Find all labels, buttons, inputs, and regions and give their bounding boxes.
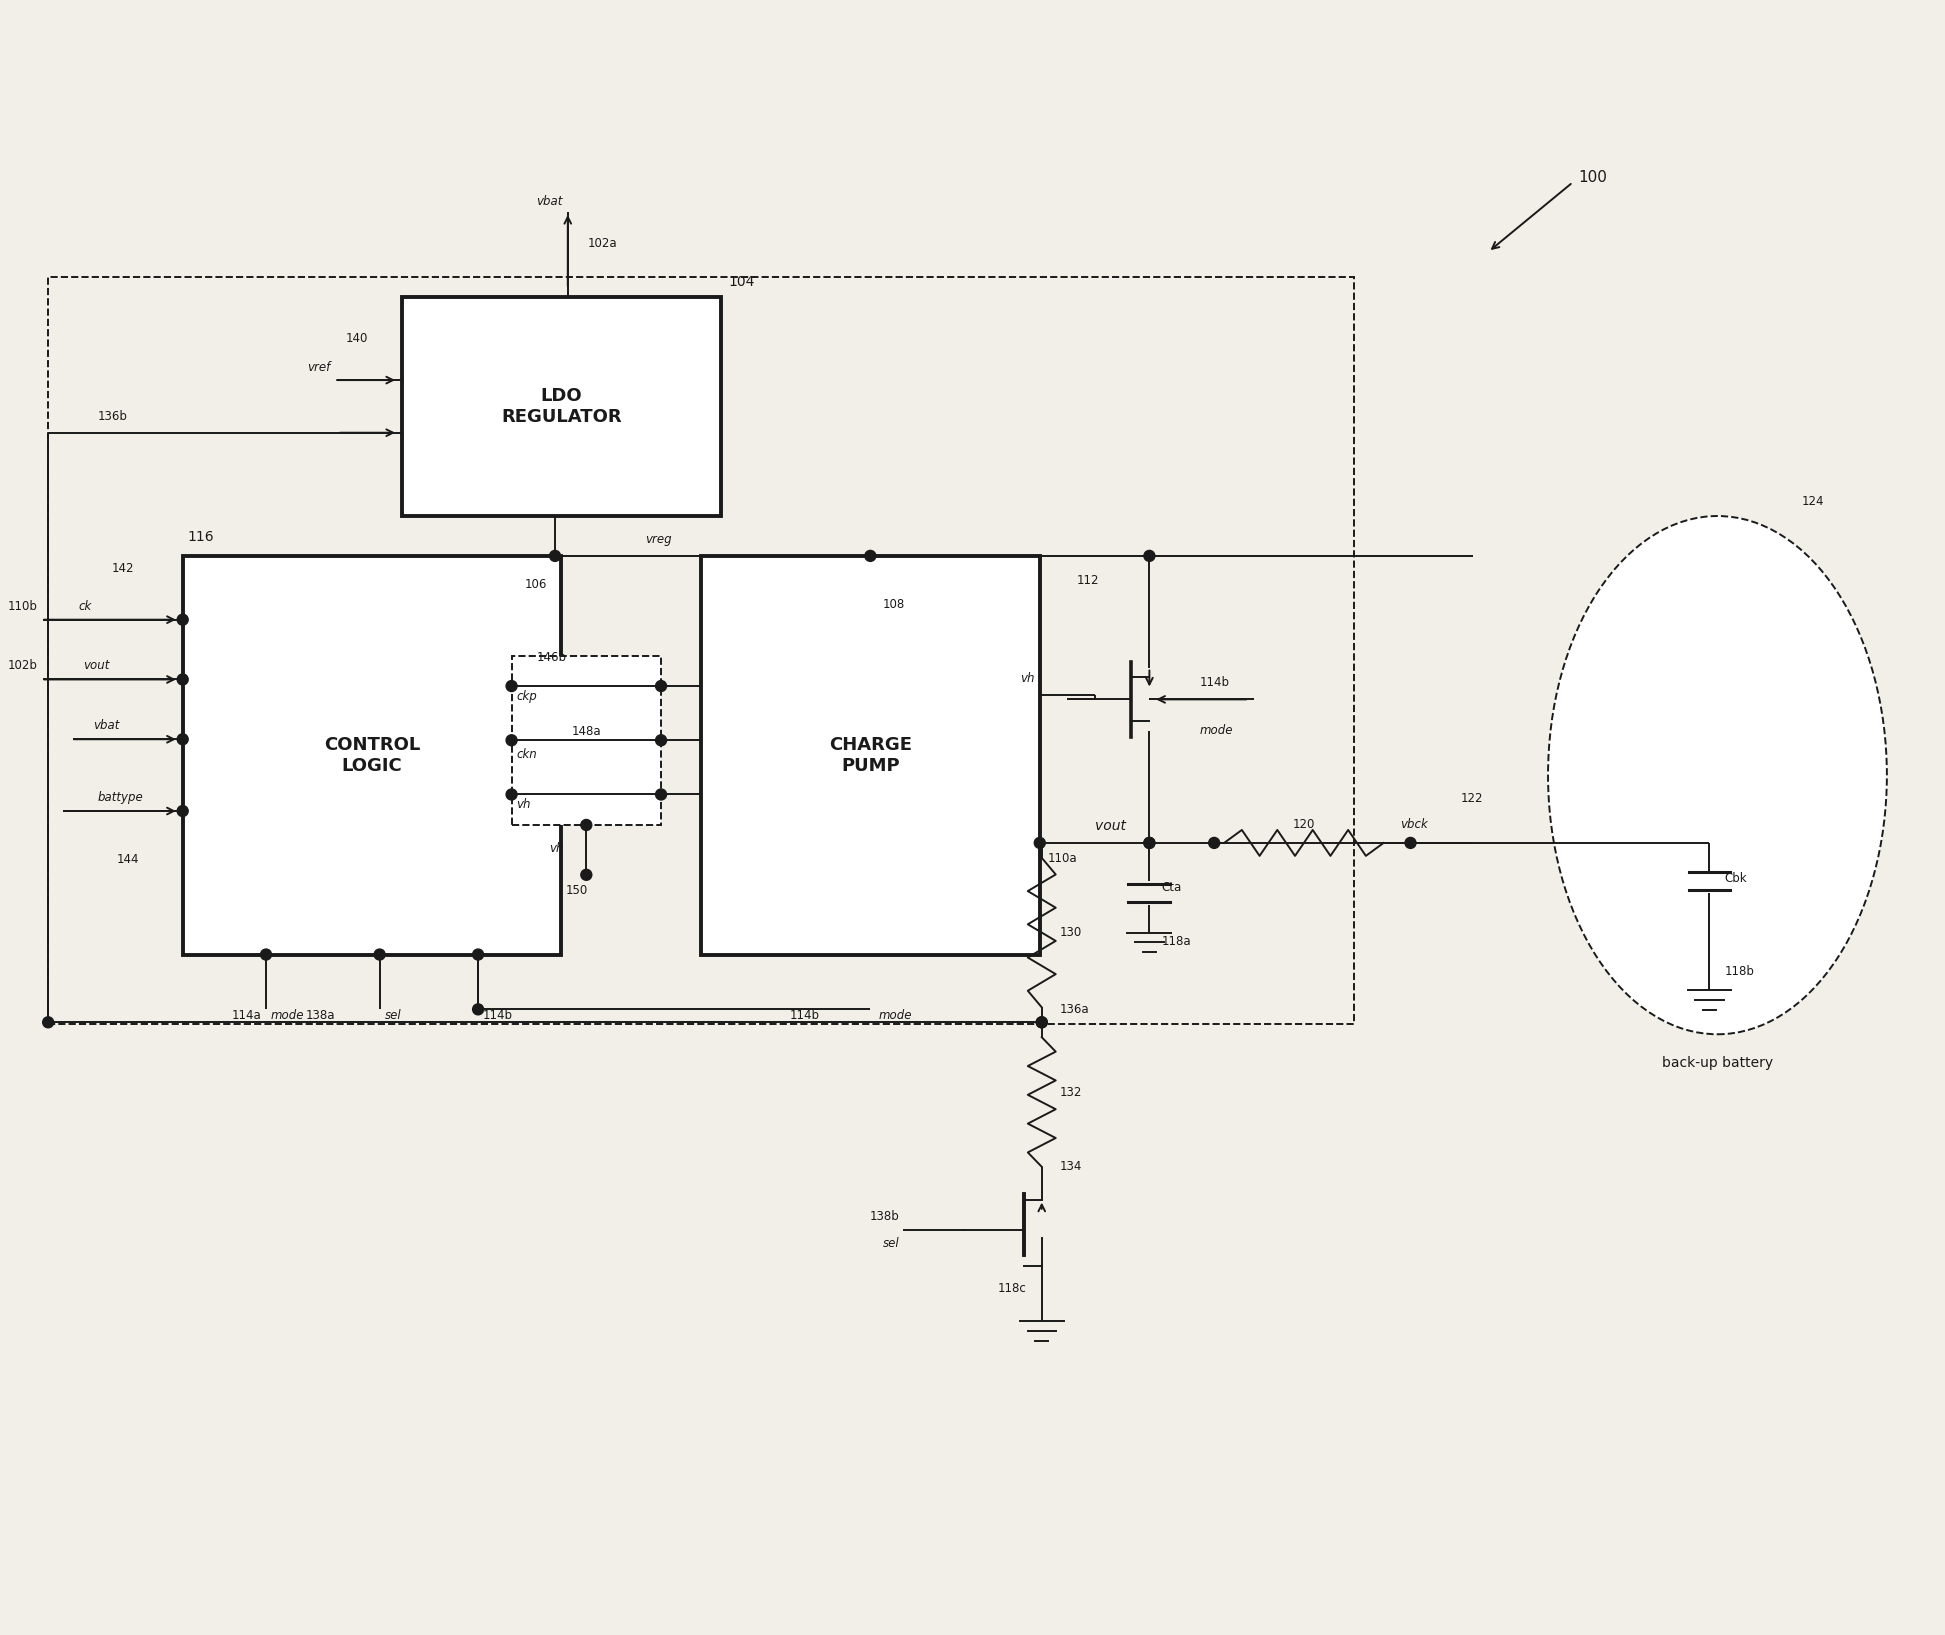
Text: 114b: 114b	[1200, 677, 1229, 690]
Text: 146b: 146b	[537, 651, 566, 664]
Circle shape	[550, 551, 560, 561]
Text: vbat: vbat	[93, 719, 119, 732]
Circle shape	[582, 819, 591, 831]
Text: 100: 100	[1577, 170, 1607, 185]
Text: 130: 130	[1060, 925, 1081, 938]
Text: 136a: 136a	[1060, 1004, 1089, 1017]
Text: sel: sel	[883, 1238, 899, 1251]
Circle shape	[655, 734, 667, 746]
Text: 148a: 148a	[572, 726, 601, 739]
Circle shape	[177, 806, 189, 816]
Text: 136b: 136b	[97, 410, 128, 423]
Text: battype: battype	[97, 791, 144, 804]
Circle shape	[177, 615, 189, 625]
Circle shape	[506, 680, 517, 692]
Text: 140: 140	[346, 332, 368, 345]
Text: CONTROL
LOGIC: CONTROL LOGIC	[325, 736, 420, 775]
Text: 102b: 102b	[8, 659, 37, 672]
Text: 114b: 114b	[790, 1009, 819, 1022]
Text: 132: 132	[1060, 1086, 1081, 1099]
Text: back-up battery: back-up battery	[1661, 1056, 1774, 1071]
Text: 108: 108	[883, 598, 904, 611]
Text: 102a: 102a	[587, 237, 617, 250]
Circle shape	[1208, 837, 1220, 849]
Circle shape	[506, 734, 517, 746]
Text: CHARGE
PUMP: CHARGE PUMP	[829, 736, 912, 775]
Text: 122: 122	[1461, 791, 1482, 804]
Text: vh: vh	[548, 842, 564, 855]
Circle shape	[177, 734, 189, 746]
Circle shape	[177, 674, 189, 685]
Circle shape	[1144, 551, 1155, 561]
Text: vbck: vbck	[1400, 818, 1428, 831]
Circle shape	[1144, 837, 1155, 849]
Text: 150: 150	[566, 885, 587, 896]
Text: 110a: 110a	[1048, 852, 1078, 865]
Circle shape	[1037, 1017, 1046, 1028]
Text: 120: 120	[1293, 818, 1315, 831]
FancyBboxPatch shape	[183, 556, 562, 955]
Circle shape	[506, 790, 517, 800]
Text: 138a: 138a	[305, 1009, 335, 1022]
Text: 142: 142	[111, 562, 134, 576]
FancyBboxPatch shape	[512, 656, 661, 826]
Text: 106: 106	[525, 577, 547, 590]
Text: 144: 144	[117, 853, 140, 867]
Text: 118b: 118b	[1725, 965, 1754, 978]
Text: vbat: vbat	[537, 195, 562, 208]
Text: 118a: 118a	[1161, 935, 1190, 948]
Circle shape	[1037, 1017, 1046, 1028]
Text: 114b: 114b	[482, 1009, 513, 1022]
Text: vh: vh	[1021, 672, 1035, 685]
Circle shape	[43, 1017, 54, 1028]
Text: 138b: 138b	[869, 1210, 899, 1223]
Text: ck: ck	[78, 600, 91, 613]
Text: 112: 112	[1078, 574, 1099, 587]
Text: vout: vout	[1095, 819, 1126, 832]
Text: sel: sel	[385, 1009, 401, 1022]
FancyBboxPatch shape	[700, 556, 1041, 955]
Circle shape	[1404, 837, 1416, 849]
Text: vreg: vreg	[644, 533, 671, 546]
Text: 124: 124	[1803, 495, 1824, 508]
Circle shape	[655, 680, 667, 692]
Circle shape	[473, 1004, 484, 1015]
Circle shape	[1144, 837, 1155, 849]
FancyBboxPatch shape	[403, 298, 722, 517]
Text: Cbk: Cbk	[1725, 873, 1747, 885]
Text: 134: 134	[1060, 1161, 1081, 1174]
Ellipse shape	[1548, 517, 1887, 1035]
Circle shape	[582, 870, 591, 880]
Text: ckp: ckp	[517, 690, 537, 703]
Circle shape	[473, 948, 484, 960]
Text: LDO
REGULATOR: LDO REGULATOR	[502, 387, 622, 425]
Text: vref: vref	[307, 361, 331, 374]
Text: 116: 116	[187, 530, 214, 544]
Circle shape	[866, 551, 875, 561]
Circle shape	[373, 948, 385, 960]
Circle shape	[1035, 837, 1044, 849]
Text: mode: mode	[1200, 724, 1233, 737]
Circle shape	[655, 790, 667, 800]
Circle shape	[261, 948, 272, 960]
Text: 110b: 110b	[8, 600, 37, 613]
Text: mode: mode	[270, 1009, 305, 1022]
Text: mode: mode	[879, 1009, 912, 1022]
Text: 104: 104	[729, 275, 755, 289]
Text: vh: vh	[517, 798, 531, 811]
Text: vout: vout	[84, 659, 109, 672]
Text: ckn: ckn	[517, 747, 537, 760]
Text: Cta: Cta	[1161, 881, 1183, 894]
Text: 118c: 118c	[998, 1282, 1027, 1295]
Text: 114a: 114a	[231, 1009, 261, 1022]
